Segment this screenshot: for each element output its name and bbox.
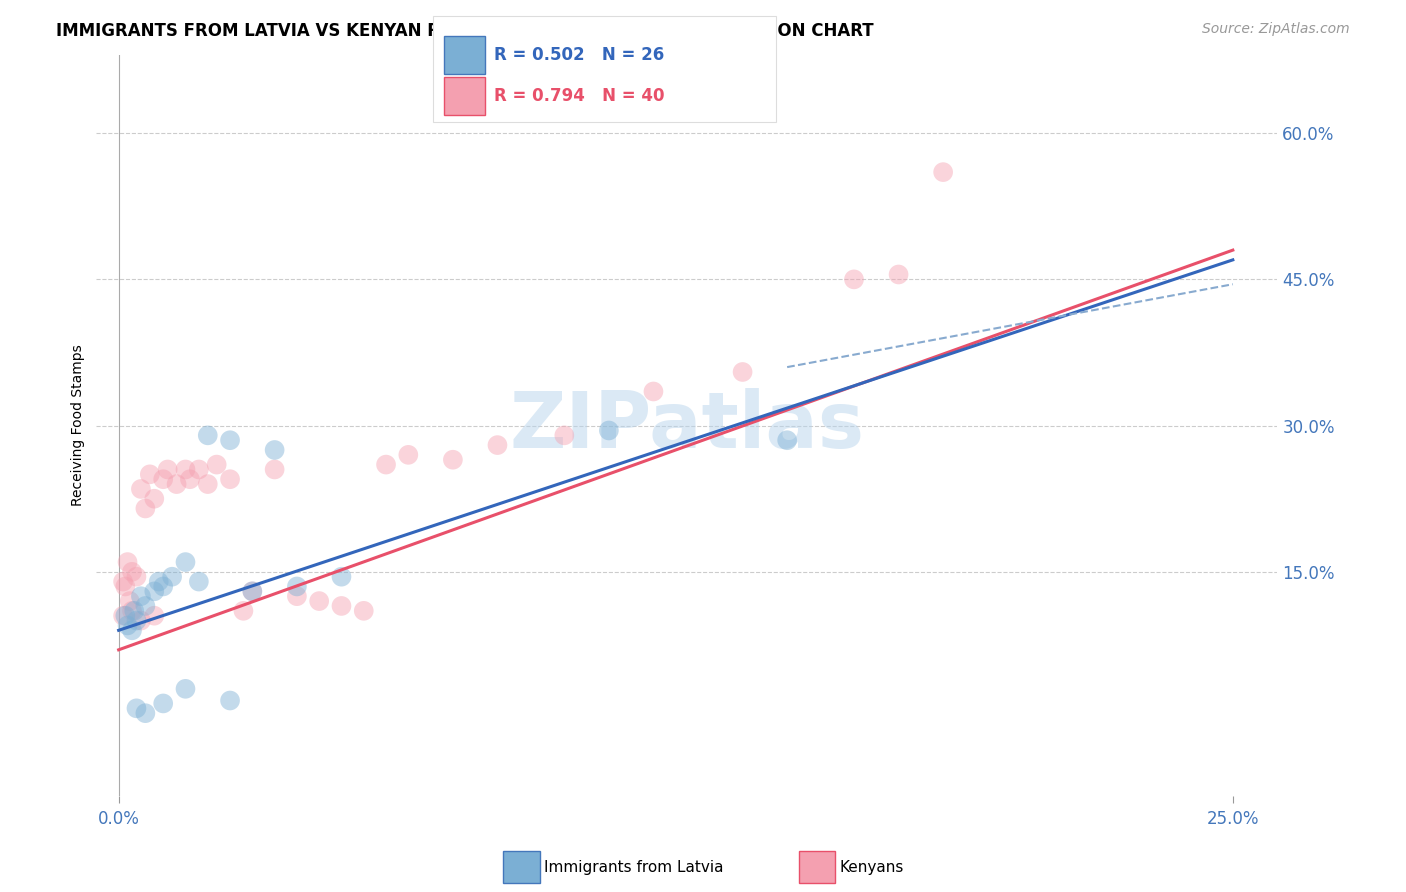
Text: Kenyans: Kenyans	[839, 860, 904, 874]
Point	[117, 618, 139, 632]
Point	[219, 434, 242, 448]
Point	[112, 574, 135, 589]
Point	[598, 424, 620, 438]
Point	[125, 701, 148, 715]
Point	[187, 574, 209, 589]
Point	[330, 570, 353, 584]
Point	[441, 452, 464, 467]
Point	[134, 706, 156, 721]
Point	[353, 604, 375, 618]
Point	[308, 594, 330, 608]
Point	[219, 693, 242, 707]
Point	[143, 584, 166, 599]
Point	[143, 491, 166, 506]
Point	[121, 565, 143, 579]
Point	[285, 589, 308, 603]
Point	[197, 428, 219, 442]
Point	[114, 579, 136, 593]
Point	[125, 614, 148, 628]
Point	[375, 458, 398, 472]
Point	[121, 604, 143, 618]
Point	[240, 584, 263, 599]
Point	[842, 272, 865, 286]
Point	[486, 438, 509, 452]
Point	[932, 165, 955, 179]
Point	[139, 467, 162, 482]
Point	[887, 268, 910, 282]
Point	[174, 681, 197, 696]
Point	[179, 472, 201, 486]
Point	[187, 462, 209, 476]
Text: R = 0.794   N = 40: R = 0.794 N = 40	[494, 87, 664, 104]
Point	[263, 442, 285, 457]
Point	[205, 458, 228, 472]
Point	[117, 555, 139, 569]
Y-axis label: Receiving Food Stamps: Receiving Food Stamps	[72, 344, 86, 507]
Point	[285, 579, 308, 593]
Point	[174, 555, 197, 569]
Point	[396, 448, 419, 462]
Point	[122, 604, 145, 618]
Point	[152, 579, 174, 593]
Point	[129, 589, 152, 603]
Point	[134, 501, 156, 516]
Point	[148, 574, 170, 589]
Point	[553, 428, 575, 442]
Point	[121, 624, 143, 638]
Point	[114, 608, 136, 623]
Point	[134, 599, 156, 613]
Text: Source: ZipAtlas.com: Source: ZipAtlas.com	[1202, 22, 1350, 37]
Point	[776, 434, 799, 448]
Point	[166, 477, 188, 491]
Point	[232, 604, 254, 618]
Point	[125, 570, 148, 584]
Text: Immigrants from Latvia: Immigrants from Latvia	[544, 860, 724, 874]
Point	[219, 472, 242, 486]
Text: ZIPatlas: ZIPatlas	[509, 388, 865, 464]
Point	[143, 608, 166, 623]
Point	[174, 462, 197, 476]
Point	[330, 599, 353, 613]
Point	[118, 594, 141, 608]
Point	[263, 462, 285, 476]
Point	[112, 608, 135, 623]
Point	[160, 570, 183, 584]
Point	[156, 462, 179, 476]
Text: IMMIGRANTS FROM LATVIA VS KENYAN RECEIVING FOOD STAMPS CORRELATION CHART: IMMIGRANTS FROM LATVIA VS KENYAN RECEIVI…	[56, 22, 875, 40]
Point	[152, 472, 174, 486]
Point	[643, 384, 665, 399]
Point	[129, 482, 152, 496]
Point	[197, 477, 219, 491]
Point	[152, 697, 174, 711]
Point	[731, 365, 754, 379]
Text: R = 0.502   N = 26: R = 0.502 N = 26	[494, 45, 664, 63]
Point	[129, 614, 152, 628]
Point	[240, 584, 263, 599]
